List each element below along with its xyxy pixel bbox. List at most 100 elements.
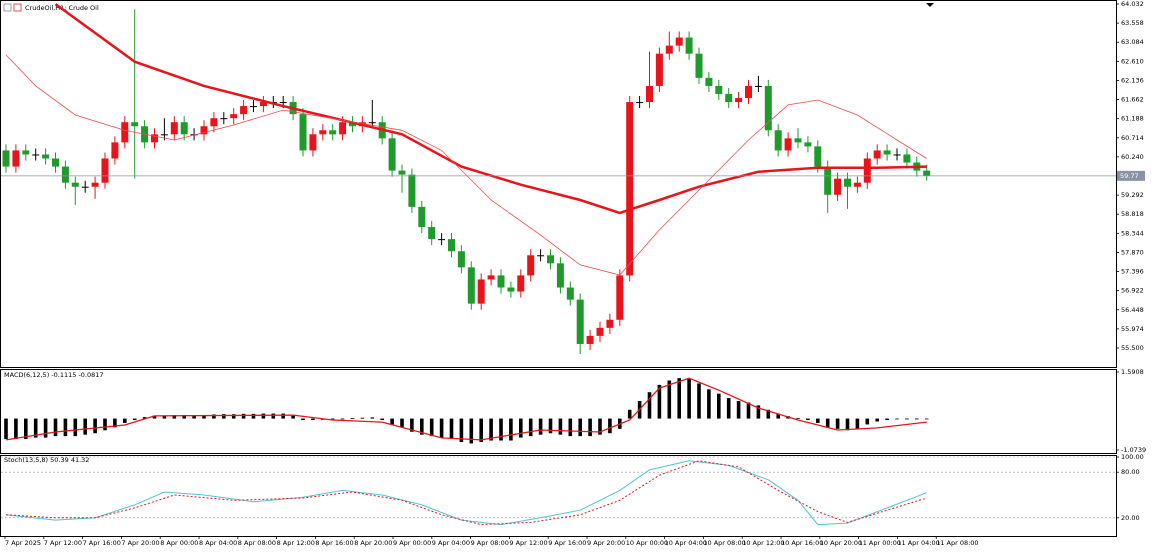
candle-body xyxy=(923,170,931,176)
macd-bar xyxy=(360,417,365,419)
y-tick-label: 100.00 xyxy=(1121,453,1144,461)
macd-bar xyxy=(291,415,295,419)
candle-body xyxy=(586,335,594,344)
candle-body xyxy=(576,299,584,344)
macd-bar xyxy=(380,418,384,421)
candle-body xyxy=(299,114,307,151)
macd-bar xyxy=(697,383,701,419)
x-tick-label: 7 Apr 2025 xyxy=(5,539,41,547)
macd-bar xyxy=(479,418,483,442)
candle-body xyxy=(329,130,337,135)
candle-body xyxy=(893,154,901,156)
x-tick-label: 10 Apr 00:00 xyxy=(626,539,668,547)
candle-body xyxy=(735,98,743,103)
macd-bar xyxy=(400,418,404,428)
macd-bar xyxy=(875,418,879,422)
y-tick-label: 56.922 xyxy=(1121,287,1144,295)
indicator-line xyxy=(5,377,927,441)
candle-body xyxy=(695,53,703,78)
x-tick-label: 8 Apr 20:00 xyxy=(354,539,392,547)
toggle-icon[interactable] xyxy=(13,3,22,12)
candle-body xyxy=(616,275,624,320)
indicator-line xyxy=(5,460,927,526)
candle-body xyxy=(388,138,396,171)
y-tick-label: 56.448 xyxy=(1121,306,1144,314)
candle-body xyxy=(91,182,99,187)
y-tick-label: 62.610 xyxy=(1121,57,1144,65)
candle-body xyxy=(705,77,713,86)
x-tick-label: 11 Apr 04:00 xyxy=(897,539,939,547)
candle-body xyxy=(180,122,188,135)
macd-bar xyxy=(588,418,592,437)
macd-bar xyxy=(707,389,711,419)
macd-bar xyxy=(459,418,464,442)
macd-bar xyxy=(261,413,266,419)
macd-bar xyxy=(202,415,206,419)
macd-bar xyxy=(855,418,860,429)
macd-bar xyxy=(14,418,18,440)
candle-body xyxy=(814,146,822,167)
candle-body xyxy=(259,102,267,107)
candle-body xyxy=(349,122,356,127)
candle-body xyxy=(111,142,119,159)
macd-bar xyxy=(152,415,157,419)
candle-body xyxy=(160,134,168,136)
candle-body xyxy=(101,158,109,183)
x-tick-label: 9 Apr 12:00 xyxy=(509,539,547,547)
y-tick-label: 59.292 xyxy=(1121,191,1144,199)
candle-body xyxy=(210,118,218,127)
macd-bar xyxy=(885,418,889,421)
y-tick-label: 64.032 xyxy=(1121,0,1144,8)
candle-body xyxy=(418,206,426,228)
candle-body xyxy=(665,45,673,54)
macd-bar xyxy=(756,405,761,419)
candle-body xyxy=(61,166,69,183)
y-tick-label: 62.136 xyxy=(1121,76,1144,84)
candle-body xyxy=(745,85,752,99)
macd-bar xyxy=(53,418,58,437)
candle-body xyxy=(408,174,416,207)
x-tick-label: 9 Apr 04:00 xyxy=(432,539,470,547)
price-panel xyxy=(0,0,1117,368)
shift-marker xyxy=(926,3,934,7)
macd-bar xyxy=(4,418,8,440)
menu-icon[interactable] xyxy=(3,3,12,12)
candle-body xyxy=(71,182,79,187)
macd-bar xyxy=(519,418,523,438)
macd-bar xyxy=(132,418,137,421)
macd-bar xyxy=(667,380,672,419)
price-label: 59.77 xyxy=(1120,172,1139,180)
macd-bar xyxy=(717,393,721,419)
candle-body xyxy=(596,327,604,336)
macd-bar xyxy=(113,418,117,428)
macd-bar xyxy=(73,418,78,437)
stoch-title: Stoch(13,5,8) 50.39 41.32 xyxy=(4,456,89,464)
candle-body xyxy=(81,186,89,188)
candle-body xyxy=(22,150,30,155)
candle-body xyxy=(725,93,733,103)
candle-body xyxy=(2,150,10,167)
candle-body xyxy=(784,138,792,151)
candle-body xyxy=(636,102,644,104)
macd-bar xyxy=(895,418,899,420)
macd-bar xyxy=(429,418,434,437)
macd-bar xyxy=(627,409,632,419)
x-tick-label: 10 Apr 08:00 xyxy=(703,539,745,547)
candle-body xyxy=(794,138,802,143)
macd-bar xyxy=(677,378,681,419)
indicator-line xyxy=(54,3,927,215)
macd-bar xyxy=(390,418,394,425)
macd-bar xyxy=(647,392,652,419)
macd-bar xyxy=(816,418,820,423)
candle-body xyxy=(438,239,446,241)
x-tick-label: 8 Apr 00:00 xyxy=(160,539,198,547)
candle-body xyxy=(250,106,257,108)
macd-bar xyxy=(182,415,186,419)
macd-bar xyxy=(212,414,216,419)
x-tick-label: 9 Apr 16:00 xyxy=(548,539,586,547)
x-tick-label: 7 Apr 16:00 xyxy=(83,539,121,547)
macd-bar xyxy=(420,418,424,435)
candle-body xyxy=(675,37,683,46)
candle-body xyxy=(754,85,762,87)
